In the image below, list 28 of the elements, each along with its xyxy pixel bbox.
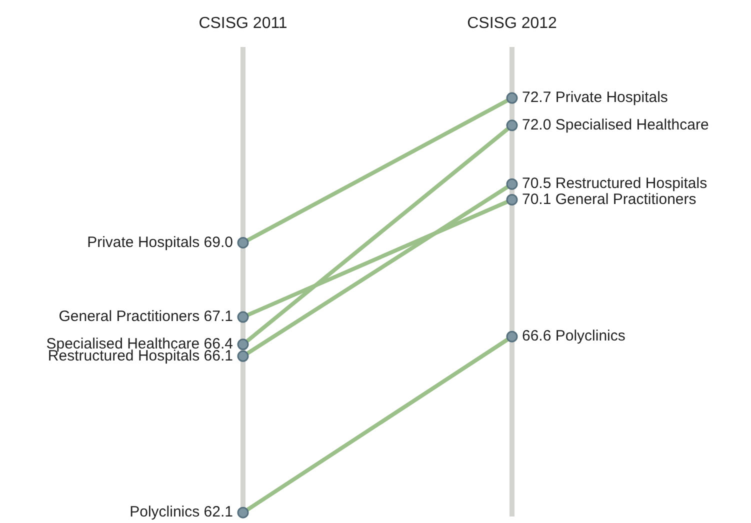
data-label: 70.1 [522,190,552,208]
point [237,338,249,350]
text: Private Hospitals [87,234,200,251]
data-label: 70.5 [522,175,552,192]
text: Polyclinics [130,504,200,521]
text: Private Hospitals [555,89,668,106]
data-label: 66.6 [522,328,552,345]
text: General Practitioners [555,190,696,208]
text: General Practitioners [58,308,200,326]
point [237,350,249,362]
x-tick-label: CSISG 2012 [467,15,558,32]
point [506,194,518,206]
data-label: 67.1 [204,308,233,326]
data-label: 62.1 [204,504,233,521]
text: Specialised Healthcare [555,116,709,134]
text: Polyclinics [555,328,626,345]
point [506,330,518,342]
data-label: 72.0 [522,116,552,134]
data-label: 69.0 [204,234,233,251]
point [237,506,249,518]
point [506,120,518,132]
point [237,236,249,248]
data-label: 72.7 [522,89,552,106]
point [506,178,518,190]
text: Restructured Hospitals [555,175,708,192]
x-tick-label: CSISG 2011 [198,15,288,32]
point [506,92,518,104]
point [237,311,249,323]
